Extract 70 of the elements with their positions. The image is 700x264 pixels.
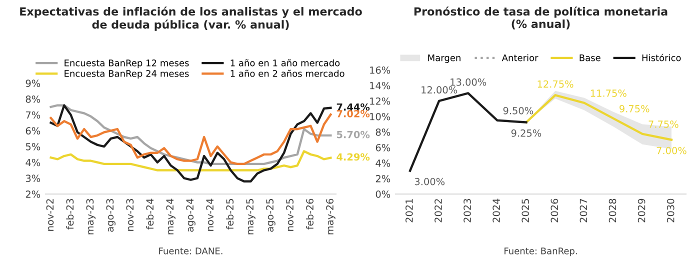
y-tick-label: 6% [26,127,40,135]
x-tick-label: may-24 [166,198,176,234]
source-note: Fuente: BanRep. [504,248,577,256]
y-tick-label: 3% [26,174,40,182]
x-tick-label: nov-23 [126,198,134,231]
chart-title: Expectativas de inflación de los analistas y el mercado de deuda pública (var. % anual) [20,6,362,31]
y-tick-label: 9% [26,80,40,87]
data-label: 7.44% [336,103,370,111]
y-tick-label: 4% [26,158,40,166]
x-tick-label: may-25 [246,199,256,234]
x-tick-label: may-23 [86,198,96,234]
x-tick-label: ago-25 [266,199,276,232]
data-label: 13.00% [450,78,486,86]
data-label: 4.29% [336,153,370,161]
data-label: 3.00% [414,178,445,186]
x-tick-label: feb-23 [66,198,74,230]
data-label: 11.75% [590,90,626,97]
legend-label: Encuesta BanRep 12 meses [64,60,189,68]
x-tick-label: feb-24 [146,198,154,230]
y-tick-label: 12% [370,97,390,105]
data-label: 12.00% [422,86,458,94]
data-label: 7.75% [648,120,678,128]
x-tick-label: 2028 [608,198,616,222]
y-tick-label: 14% [370,82,390,90]
data-label: 9.25% [511,129,542,137]
x-tick-label: ago-24 [186,198,196,232]
data-label: 7.00% [656,146,686,154]
x-tick-label: feb-26 [306,198,314,230]
y-tick-label: 16% [370,66,390,74]
line-series [50,150,332,172]
y-tick-label: 2% [26,190,40,198]
x-tick-label: 2029 [638,198,646,222]
y-tick-label: 10% [370,112,390,120]
legend-label: Base [580,54,600,62]
data-label: 5.70% [336,130,370,138]
x-tick-label: may-26 [326,198,336,234]
y-tick-label: 8% [376,128,390,136]
data-label: 7.02% [336,110,370,118]
x-tick-label: 2025 [522,199,530,222]
data-label: 9.75% [620,105,650,112]
x-tick-label: 2027 [580,199,588,222]
y-tick-label: 8% [26,95,40,103]
x-tick-label: ago-23 [106,198,116,232]
x-tick-label: feb-25 [226,199,234,230]
y-tick-label: 2% [376,175,390,182]
legend-label: 1 año en 2 años mercado [230,70,344,77]
x-tick-label: 2022 [434,199,442,222]
y-tick-label: 7% [26,111,40,119]
legend-label: Anterior [502,54,538,62]
source-note: Fuente: DANE. [159,248,222,254]
legend-label: 1 año en 1 año mercado [230,59,340,66]
line-series [50,104,332,182]
x-tick-label: 2026 [550,198,558,222]
y-tick-label: 5% [26,143,40,150]
y-tick-label: 6% [376,144,390,152]
x-tick-label: nov-24 [206,198,214,231]
y-tick-label: 4% [376,160,390,167]
data-label: 12.75% [538,80,574,88]
x-tick-label: nov-25 [286,199,294,231]
x-tick-label: nov-22 [46,199,54,231]
chart-title: Pronóstico de tasa de política monetaria (% anual) [414,6,668,30]
y-tick-label: 0% [376,190,390,198]
data-label: 9.50% [503,106,534,114]
x-tick-label: 2023 [464,198,471,222]
x-tick-label: 2024 [492,198,500,222]
x-tick-label: 2030 [666,198,674,222]
legend-label: Histórico [642,54,681,62]
legend-label: Encuesta BanRep 24 meses [64,70,189,79]
x-tick-label: 2021 [405,199,413,222]
legend-label: Margen [428,54,460,63]
